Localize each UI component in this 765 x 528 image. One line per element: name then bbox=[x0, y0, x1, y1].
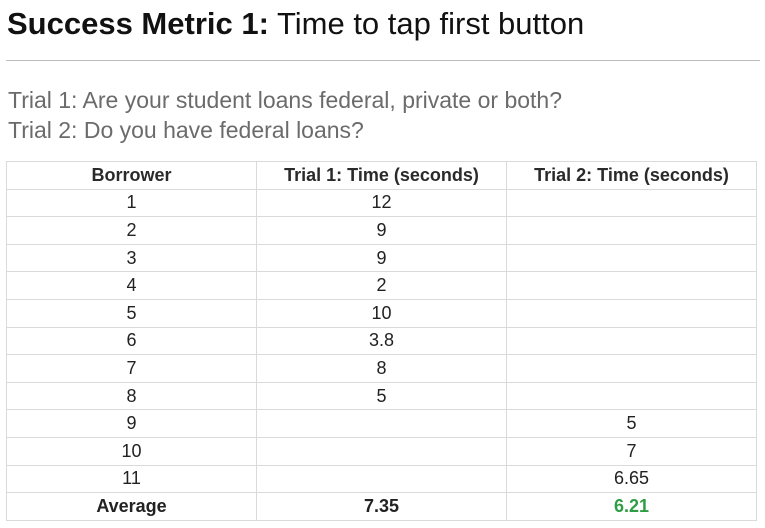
trial-1-cell: 5 bbox=[256, 381, 507, 411]
trial-1-cell: 9 bbox=[256, 216, 507, 245]
table-row: 7 8 bbox=[6, 354, 757, 383]
trial-2-cell bbox=[506, 188, 757, 218]
borrower-cell: 6 bbox=[6, 326, 257, 356]
trial-2-cell bbox=[506, 326, 757, 356]
trial-2-cell bbox=[506, 354, 757, 383]
borrower-cell: 1 bbox=[6, 188, 257, 218]
table-row: 6 3.8 bbox=[6, 326, 757, 356]
average-trial-1: 7.35 bbox=[256, 492, 507, 521]
trial-1-cell: 12 bbox=[256, 188, 507, 218]
trial-2-cell bbox=[506, 243, 757, 273]
trial-1-cell: 10 bbox=[256, 298, 507, 328]
table-row: 1 12 bbox=[6, 188, 757, 218]
borrower-cell: 10 bbox=[6, 436, 257, 466]
trial-1-cell: 9 bbox=[256, 243, 507, 273]
metrics-table: Borrower Trial 1: Time (seconds) Trial 2… bbox=[6, 161, 757, 521]
table-row: 4 2 bbox=[6, 271, 757, 300]
average-trial-2: 6.21 bbox=[506, 492, 757, 521]
borrower-cell: 8 bbox=[6, 381, 257, 411]
trial-1-cell bbox=[256, 409, 507, 438]
average-row: Average 7.35 6.21 bbox=[6, 492, 757, 521]
table-row: 5 10 bbox=[6, 298, 757, 328]
borrower-cell: 5 bbox=[6, 298, 257, 328]
borrower-cell: 11 bbox=[6, 464, 257, 494]
average-label: Average bbox=[6, 492, 257, 521]
borrower-cell: 3 bbox=[6, 243, 257, 273]
column-header-borrower: Borrower bbox=[6, 161, 257, 190]
title-divider bbox=[6, 60, 760, 61]
column-header-trial-2: Trial 2: Time (seconds) bbox=[506, 161, 757, 190]
trial-2-cell: 7 bbox=[506, 436, 757, 466]
trial-2-cell: 5 bbox=[506, 409, 757, 438]
trial-1-cell bbox=[256, 436, 507, 466]
table-row: 3 9 bbox=[6, 243, 757, 273]
trial-2-cell bbox=[506, 298, 757, 328]
column-header-trial-1: Trial 1: Time (seconds) bbox=[256, 161, 507, 190]
borrower-cell: 7 bbox=[6, 354, 257, 383]
page-title-bold: Success Metric 1: bbox=[7, 6, 269, 41]
borrower-cell: 9 bbox=[6, 409, 257, 438]
table-row: 9 5 bbox=[6, 409, 757, 438]
trial-1-question: Trial 1: Are your student loans federal,… bbox=[8, 87, 563, 113]
table-row: 2 9 bbox=[6, 216, 757, 245]
trial-2-question: Trial 2: Do you have federal loans? bbox=[8, 117, 364, 143]
trial-2-cell bbox=[506, 216, 757, 245]
trial-1-cell: 3.8 bbox=[256, 326, 507, 356]
table-row: 11 6.65 bbox=[6, 464, 757, 494]
page-title: Success Metric 1: Time to tap first butt… bbox=[7, 4, 584, 44]
page-title-rest: Time to tap first button bbox=[268, 6, 585, 41]
borrower-cell: 2 bbox=[6, 216, 257, 245]
trial-2-cell bbox=[506, 271, 757, 300]
trial-1-cell bbox=[256, 464, 507, 494]
table-header-row: Borrower Trial 1: Time (seconds) Trial 2… bbox=[6, 161, 757, 190]
table-row: 8 5 bbox=[6, 381, 757, 411]
trial-2-cell bbox=[506, 381, 757, 411]
trial-2-cell: 6.65 bbox=[506, 464, 757, 494]
trial-1-cell: 8 bbox=[256, 354, 507, 383]
table-row: 10 7 bbox=[6, 436, 757, 466]
trial-1-cell: 2 bbox=[256, 271, 507, 300]
borrower-cell: 4 bbox=[6, 271, 257, 300]
